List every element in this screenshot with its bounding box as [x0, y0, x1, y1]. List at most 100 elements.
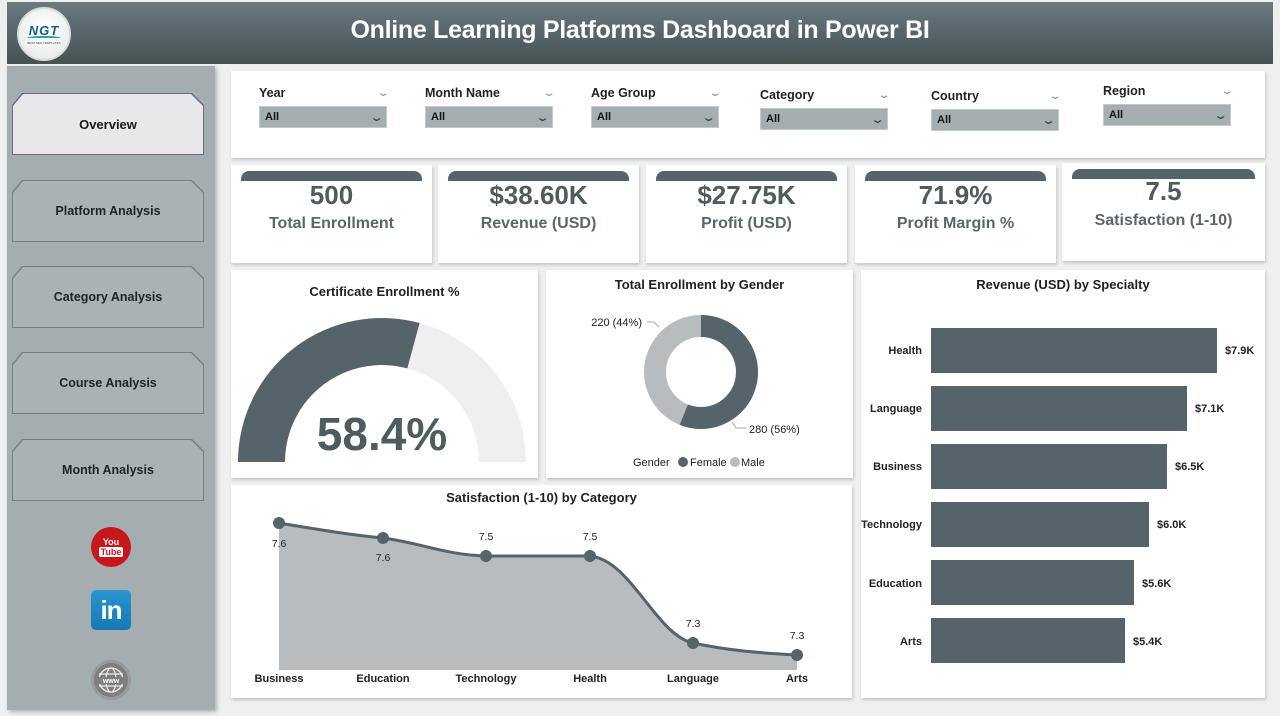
svg-text:7.6: 7.6 [272, 538, 287, 550]
kpi-label: Satisfaction (1-10) [1094, 212, 1233, 229]
year-dropdown[interactable]: All ⌄ [259, 106, 387, 128]
slicer-label: Country [931, 89, 979, 103]
svg-text:www: www [102, 678, 120, 685]
category-slicer: Category ⌄ All ⌄ [760, 87, 891, 130]
chevron-down-icon: ⌄ [535, 111, 550, 124]
bar-education [931, 560, 1134, 605]
slicer-label: Month Name [425, 86, 500, 100]
sidebar-item-month-analysis[interactable]: Month Analysis [13, 440, 203, 500]
logo-swoosh-icon [27, 36, 61, 40]
point-business [273, 517, 285, 529]
kpi-label: Profit (USD) [701, 215, 792, 232]
kpi-card-total-enrollment: 500 Total Enrollment [231, 165, 432, 263]
gender-donut-chart[interactable]: 220 (44%) 280 (56%) Gender Female Male [546, 270, 853, 478]
kpi-accent-band [656, 171, 837, 181]
chevron-down-icon[interactable]: ⌄ [376, 87, 390, 99]
legend-female: Female [690, 457, 727, 469]
kpi-accent-band [1072, 169, 1255, 179]
kpi-label: Revenue (USD) [480, 215, 597, 232]
category-dropdown[interactable]: All ⌄ [760, 108, 888, 130]
sidebar-item-platform-analysis[interactable]: Platform Analysis [13, 181, 203, 241]
svg-text:Business: Business [873, 461, 922, 473]
country-slicer: Country ⌄ All ⌄ [931, 88, 1062, 131]
satisfaction-by-category-card: Satisfaction (1-10) by Category 7.6 7.6 … [231, 485, 852, 698]
point-language [687, 637, 699, 649]
age-group-slicer: Age Group ⌄ All ⌄ [591, 85, 722, 128]
year-slicer: Year ⌄ All ⌄ [259, 85, 390, 128]
svg-text:$5.6K: $5.6K [1142, 578, 1171, 590]
header-bar: NGT BEST SEO TEMPLATES Online Learning P… [7, 2, 1273, 64]
linkedin-icon[interactable]: in [91, 590, 131, 630]
sidebar: Overview Platform Analysis Category Anal… [7, 66, 215, 710]
chevron-down-icon[interactable]: ⌄ [1048, 90, 1062, 102]
legend-title: Gender [633, 457, 670, 469]
chevron-down-icon[interactable]: ⌄ [542, 87, 556, 99]
satisfaction-area-chart[interactable]: 7.6 7.6 7.5 7.5 7.3 7.3 Business Educati… [231, 485, 852, 698]
svg-text:Education: Education [869, 578, 922, 590]
month-name-slicer: Month Name ⌄ All ⌄ [425, 85, 556, 128]
bar-language [931, 386, 1187, 431]
chevron-down-icon[interactable]: ⌄ [877, 89, 891, 101]
svg-text:$6.0K: $6.0K [1157, 519, 1186, 531]
age-group-dropdown[interactable]: All ⌄ [591, 106, 719, 128]
svg-text:Language: Language [667, 673, 719, 685]
svg-text:Language: Language [870, 403, 922, 415]
svg-text:Business: Business [255, 673, 304, 685]
kpi-card-satisfaction: 7.5 Satisfaction (1-10) [1062, 163, 1265, 261]
chevron-down-icon: ⌄ [701, 111, 716, 124]
country-dropdown[interactable]: All ⌄ [931, 109, 1059, 131]
chevron-down-icon: ⌄ [1041, 114, 1056, 127]
kpi-card-revenue: $38.60K Revenue (USD) [438, 165, 639, 263]
slicer-label: Category [760, 88, 815, 102]
website-globe-icon[interactable]: www [91, 660, 131, 700]
kpi-accent-band [241, 171, 422, 181]
chart-title: Satisfaction (1-10) by Category [446, 490, 637, 505]
svg-text:7.5: 7.5 [479, 531, 494, 543]
ngt-logo[interactable]: NGT BEST SEO TEMPLATES [17, 7, 71, 61]
svg-text:7.3: 7.3 [686, 618, 701, 630]
gauge-value: 58.4% [317, 408, 447, 460]
point-arts [791, 649, 803, 661]
gender-donut-card: Total Enrollment by Gender 220 (44%) 280… [546, 270, 853, 478]
svg-text:Arts: Arts [900, 636, 922, 648]
region-slicer: Region ⌄ All ⌄ [1103, 83, 1234, 126]
chart-title: Certificate Enrollment % [309, 284, 460, 299]
svg-text:7.6: 7.6 [376, 552, 391, 564]
legend-female-swatch-icon [678, 457, 688, 467]
chart-title: Total Enrollment by Gender [614, 277, 785, 292]
sidebar-item-course-analysis[interactable]: Course Analysis [13, 353, 203, 413]
bar-health [931, 328, 1217, 373]
kpi-value: 500 [309, 180, 354, 210]
chevron-down-icon: ⌄ [870, 113, 885, 126]
point-technology [480, 550, 492, 562]
specialty-bar-chart[interactable]: Health $7.9K Language $7.1K Business $6.… [861, 270, 1265, 698]
kpi-card-profit: $27.75K Profit (USD) [646, 165, 847, 263]
certificate-enrollment-gauge-card: Certificate Enrollment % 58.4% [231, 270, 538, 478]
kpi-label: Profit Margin % [896, 215, 1015, 232]
sidebar-item-overview[interactable]: Overview [13, 94, 203, 154]
month-name-dropdown[interactable]: All ⌄ [425, 106, 553, 128]
svg-text:$7.1K: $7.1K [1195, 403, 1224, 415]
slicer-label: Age Group [591, 86, 656, 100]
logo-text: NGT [28, 23, 60, 38]
svg-text:Health: Health [888, 345, 922, 357]
svg-text:$5.4K: $5.4K [1133, 636, 1162, 648]
svg-text:$6.5K: $6.5K [1175, 461, 1204, 473]
chevron-down-icon: ⌄ [1213, 109, 1228, 122]
chevron-down-icon[interactable]: ⌄ [708, 87, 722, 99]
kpi-label: Total Enrollment [268, 215, 395, 232]
male-data-label: 220 (44%) [591, 317, 642, 329]
kpi-value: $38.60K [489, 180, 588, 210]
sidebar-item-category-analysis[interactable]: Category Analysis [13, 267, 203, 327]
chevron-down-icon[interactable]: ⌄ [1220, 85, 1234, 97]
chart-title: Revenue (USD) by Specialty [976, 277, 1150, 292]
kpi-value: 71.9% [918, 180, 993, 210]
svg-text:$7.9K: $7.9K [1225, 345, 1254, 357]
svg-text:Arts: Arts [786, 673, 808, 685]
region-dropdown[interactable]: All ⌄ [1103, 104, 1231, 126]
youtube-icon[interactable]: You Tube [91, 527, 131, 567]
chevron-down-icon: ⌄ [369, 111, 384, 124]
gauge-chart[interactable]: 58.4% [231, 270, 538, 478]
point-health [584, 550, 596, 562]
svg-text:Education: Education [356, 673, 409, 685]
